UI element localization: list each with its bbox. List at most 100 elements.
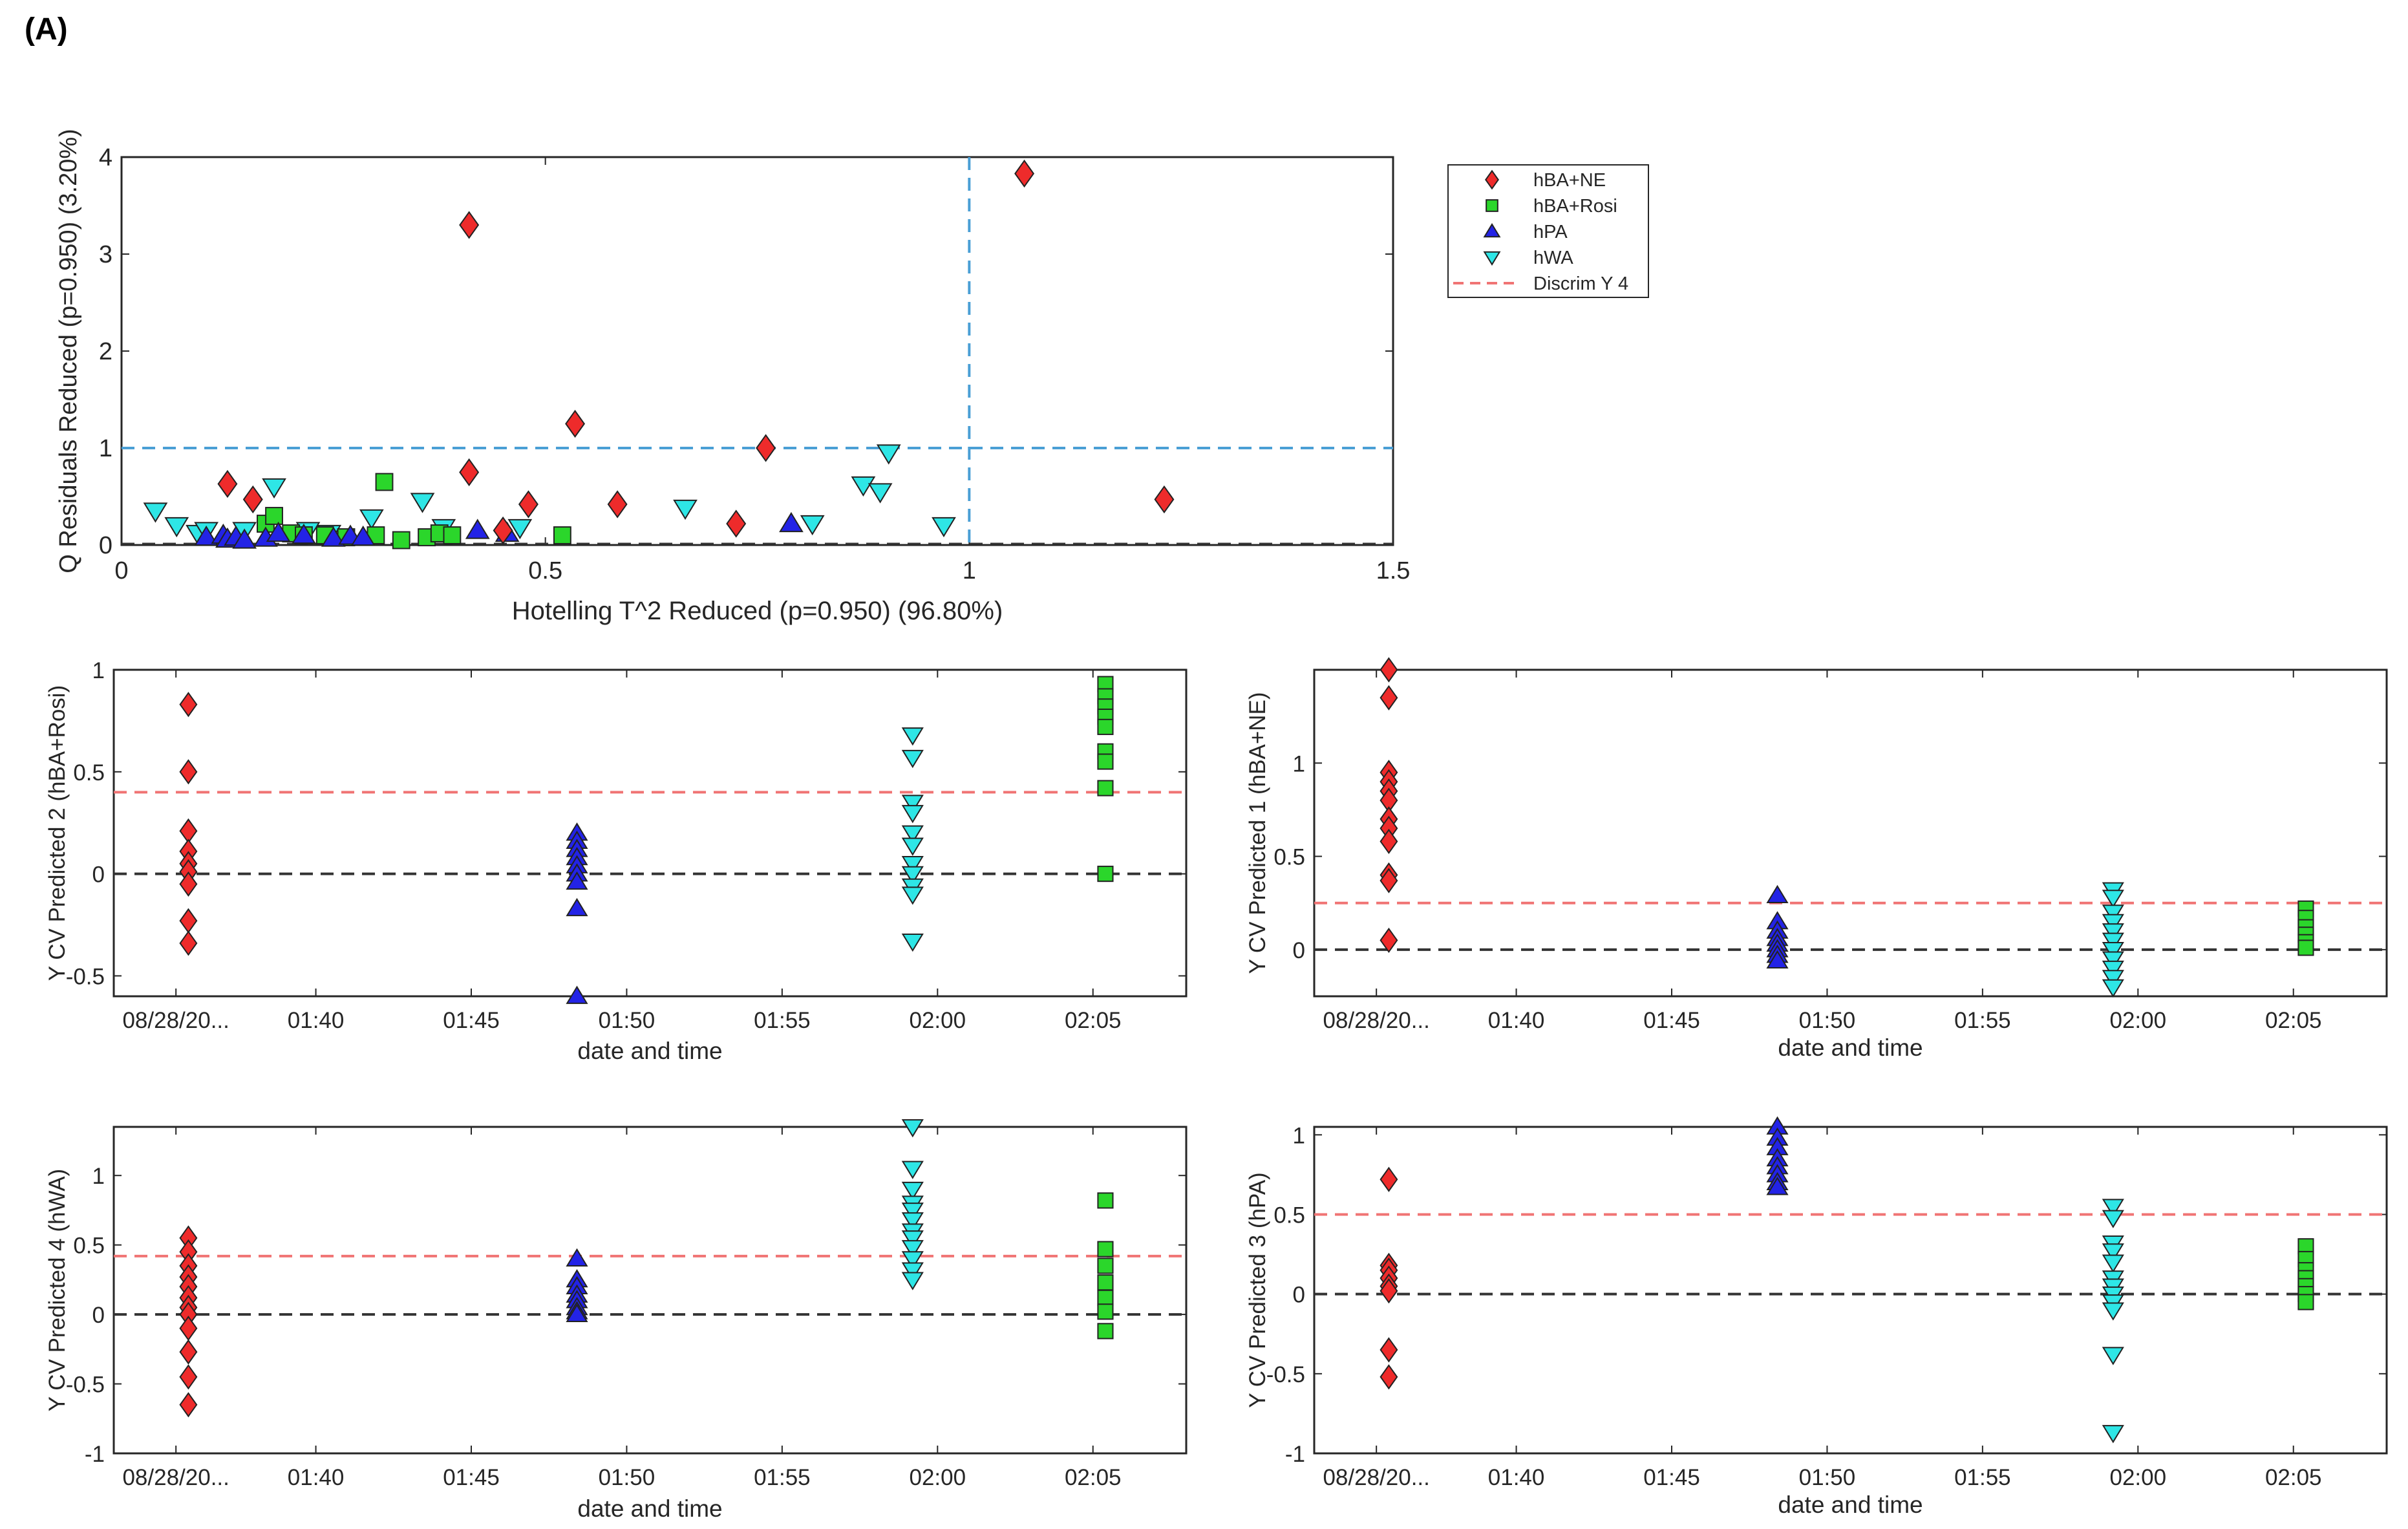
data-point-hba-ne xyxy=(1014,159,1035,188)
data-point-hwa xyxy=(2102,1199,2124,1217)
data-point-hba-ne xyxy=(459,211,480,239)
data-point-hwa xyxy=(2102,942,2124,961)
main-chart: 0 1 2 3 4 0 0.5 1 1.5 Hotelling T^2 Reduced (p=0.… xyxy=(55,129,1410,625)
data-point-hpa xyxy=(1766,884,1789,904)
data-point-hpa xyxy=(566,1303,588,1322)
data-point-hwa xyxy=(2102,1243,2124,1262)
data-point-hba-ne xyxy=(1380,1166,1398,1192)
data-point-hwa xyxy=(2102,1347,2124,1365)
data-point-hwa xyxy=(359,509,384,530)
y-tick-label: 0.5 xyxy=(73,760,105,786)
data-point-hwa xyxy=(164,517,189,538)
panel-y2: -0.5 0 0.5 1 08/28/20... 01:40 01:45 01:50 01:55… xyxy=(45,658,1188,1064)
data-point-hwa xyxy=(2102,970,2124,989)
data-point-hwa xyxy=(901,837,924,856)
data-point-hwa xyxy=(901,1240,924,1259)
data-point-hwa xyxy=(901,805,924,824)
data-point-hwa xyxy=(901,1262,924,1281)
data-point-hwa xyxy=(2102,1302,2124,1321)
x-tick-label: 01:55 xyxy=(754,1465,811,1490)
x-tick-label: 01:55 xyxy=(1954,1008,2011,1033)
data-point-hba-rosi xyxy=(553,526,571,544)
data-point-hba-ne xyxy=(179,871,198,897)
y-tick-label: -0.5 xyxy=(1266,1362,1305,1387)
data-point-hpa xyxy=(566,897,588,917)
x-tick-label: 02:05 xyxy=(2265,1008,2322,1033)
panel-y1: 0 0.5 1 08/28/20... 01:40 01:45 01:50 01:55 02:0… xyxy=(1245,657,2388,1061)
y-axis-label: Y CV Predicted 3 (hPA) xyxy=(1245,1172,1270,1407)
data-point-hwa xyxy=(868,483,893,504)
data-point-hba-rosi xyxy=(1097,1241,1114,1257)
data-point-hba-rosi xyxy=(1097,1289,1114,1306)
data-point-hwa xyxy=(901,749,924,769)
data-point-hpa xyxy=(465,519,490,539)
x-tick-label: 0.5 xyxy=(528,557,562,584)
y-tick-label: 0.5 xyxy=(73,1234,105,1259)
data-point-hpa xyxy=(232,528,257,549)
data-point-hpa xyxy=(1766,1177,1789,1195)
data-point-hwa xyxy=(2102,932,2124,951)
data-point-hwa xyxy=(410,493,435,513)
data-point-hwa xyxy=(800,515,825,536)
data-point-hwa xyxy=(901,1212,924,1231)
data-point-hba-ne xyxy=(1380,828,1398,855)
x-tick-label: 08/28/20... xyxy=(122,1008,229,1033)
x-tick-label: 08/28/20... xyxy=(1323,1008,1429,1033)
data-point-hwa xyxy=(901,727,924,746)
data-point-hwa xyxy=(851,476,876,497)
x-tick-label: 1.5 xyxy=(1376,557,1411,584)
data-point-hba-ne xyxy=(1380,927,1398,953)
y-axis-label: Y CV Predicted 4 (hWA) xyxy=(45,1169,70,1411)
data-point-hwa xyxy=(901,1181,924,1201)
data-point-hwa xyxy=(2102,904,2124,923)
x-tick-label: 01:55 xyxy=(1954,1465,2011,1490)
data-point-hba-ne xyxy=(726,509,747,538)
data-point-hba-ne xyxy=(518,490,538,519)
x-tick-label: 01:45 xyxy=(1643,1008,1700,1033)
x-axis-label: date and time xyxy=(577,1495,722,1522)
y-tick-label: -1 xyxy=(1285,1442,1305,1467)
data-point-hba-ne xyxy=(1380,1364,1398,1390)
plot-frame xyxy=(120,156,1394,546)
legend-box xyxy=(1447,164,1649,298)
data-point-hwa xyxy=(901,856,924,875)
legend-swatch xyxy=(1483,223,1501,238)
data-point-hwa xyxy=(901,1119,924,1138)
data-point-hpa xyxy=(1766,950,1789,969)
data-point-hwa xyxy=(2102,951,2124,970)
data-point-hba-ne xyxy=(1380,685,1398,711)
legend-label: Discrim Y 4 xyxy=(1533,273,1628,294)
data-point-hba-ne xyxy=(179,1392,198,1418)
data-point-hwa xyxy=(932,517,956,538)
data-point-hba-ne xyxy=(179,692,198,718)
data-point-hba-rosi xyxy=(1097,718,1114,735)
data-point-hba-ne xyxy=(1154,485,1175,514)
data-point-hba-rosi xyxy=(1097,1274,1114,1291)
panel-y4: -1 -0.5 0 0.5 1 08/28/20... 01:40 01:45 01:50 01:… xyxy=(45,1119,1188,1522)
data-point-hwa xyxy=(901,1272,924,1290)
data-point-hba-ne xyxy=(756,434,776,462)
x-tick-label: 01:50 xyxy=(1799,1008,1856,1033)
x-tick-label: 02:00 xyxy=(910,1008,966,1033)
data-point-hwa xyxy=(876,444,901,465)
data-point-hwa xyxy=(901,886,924,905)
data-point-hwa xyxy=(2102,1254,2124,1273)
data-point-hba-rosi xyxy=(1097,866,1114,882)
data-point-hwa xyxy=(901,825,924,844)
plot-frame xyxy=(112,668,1188,998)
x-tick-label: 02:05 xyxy=(1065,1465,1122,1490)
x-tick-label: 02:00 xyxy=(910,1465,966,1490)
data-point-hwa xyxy=(673,499,698,520)
legend: hBA+NE hBA+Rosi hPA hWA Discrim Y 4 xyxy=(1447,164,1649,298)
y-tick-label: -0.5 xyxy=(66,964,105,989)
legend-label: hBA+Rosi xyxy=(1533,196,1617,217)
y-tick-label: 0.5 xyxy=(1273,1203,1305,1228)
data-point-hba-rosi xyxy=(443,526,462,544)
x-tick-label: 08/28/20... xyxy=(1323,1465,1429,1490)
x-tick-label: 01:50 xyxy=(599,1008,655,1033)
x-tick-label: 02:00 xyxy=(2110,1008,2167,1033)
y-axis-label: Y CV Predicted 1 (hBA+NE) xyxy=(1245,692,1270,974)
data-point-hba-ne xyxy=(217,469,238,498)
legend-label: hWA xyxy=(1533,248,1573,268)
data-point-hwa xyxy=(2102,979,2124,998)
